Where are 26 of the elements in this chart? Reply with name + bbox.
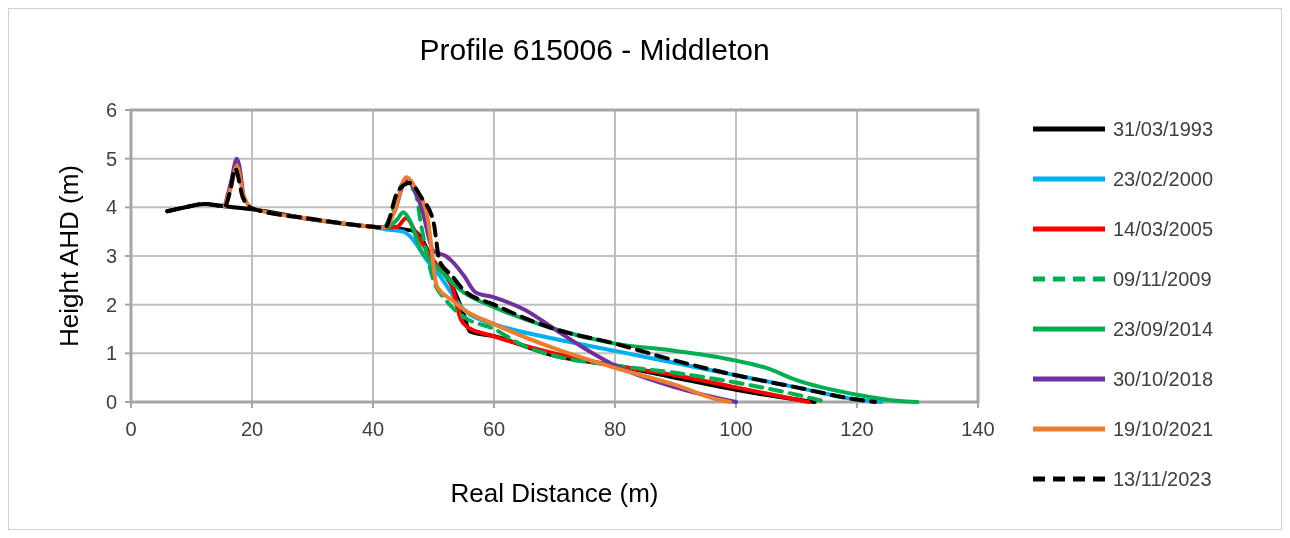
legend-label: 09/11/2009 <box>1113 268 1212 290</box>
legend-label: 30/10/2018 <box>1113 368 1214 390</box>
legend-label: 23/02/2000 <box>1113 168 1214 190</box>
x-tick-label: 20 <box>240 418 264 440</box>
x-tick-label: 60 <box>482 418 506 440</box>
y-tick-label: 6 <box>105 99 117 121</box>
chart-title: Profile 615006 - Middleton <box>419 33 770 66</box>
y-tick-label: 5 <box>105 147 117 170</box>
x-tick-label: 120 <box>840 418 874 440</box>
y-tick-label: 0 <box>105 391 117 413</box>
legend-label: 13/11/2023 <box>1113 468 1212 490</box>
x-tick-label: 0 <box>125 418 137 440</box>
legend-label: 23/09/2014 <box>1113 318 1214 340</box>
legend-label: 31/03/1993 <box>1113 118 1214 140</box>
x-axis-title: Real Distance (m) <box>450 478 659 508</box>
legend-label: 19/10/2021 <box>1113 418 1214 440</box>
y-tick-label: 4 <box>105 196 117 219</box>
x-tick-label: 140 <box>961 418 995 440</box>
x-tick-label: 80 <box>603 418 627 440</box>
x-tick-label: 40 <box>361 418 385 440</box>
y-tick-label: 1 <box>105 342 117 365</box>
x-tick-label: 100 <box>719 418 753 440</box>
y-tick-label: 2 <box>105 293 117 316</box>
legend-label: 14/03/2005 <box>1113 218 1214 240</box>
y-tick-label: 3 <box>105 245 117 267</box>
y-axis-title: Height AHD (m) <box>54 164 84 348</box>
